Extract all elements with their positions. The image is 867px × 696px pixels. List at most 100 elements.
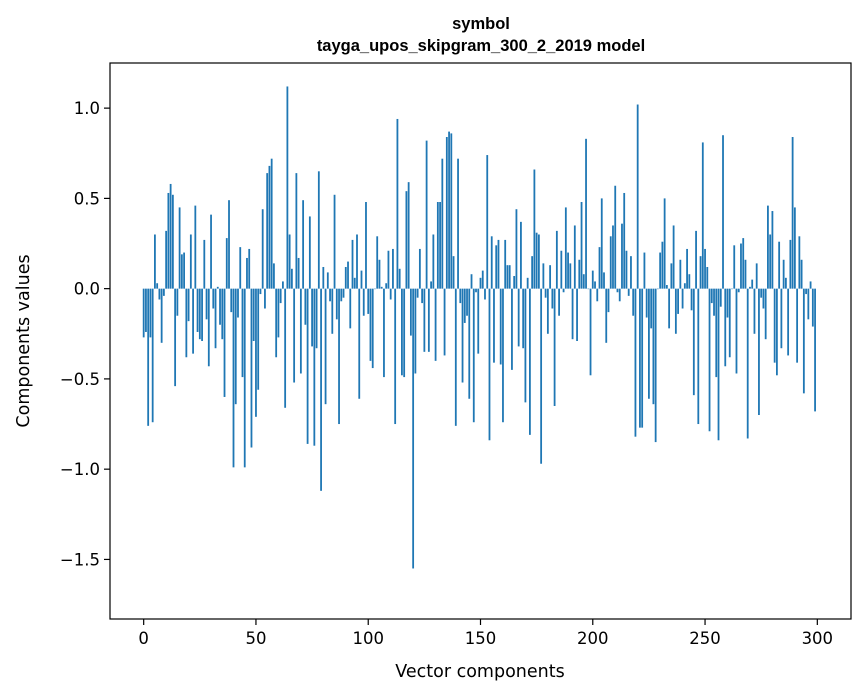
bar-236 (672, 225, 675, 289)
bar-4 (151, 288, 154, 423)
bar-74 (308, 216, 311, 289)
bar-71 (302, 200, 305, 289)
bar-186 (560, 250, 563, 289)
bar-169 (522, 288, 525, 349)
bar-44 (241, 288, 244, 378)
bar-19 (185, 288, 188, 358)
bar-235 (670, 263, 673, 289)
bar-127 (427, 288, 430, 352)
bar-137 (450, 133, 453, 289)
bar-232 (663, 198, 666, 289)
bar-106 (380, 286, 383, 289)
bar-134 (443, 288, 446, 356)
bar-73 (306, 288, 309, 444)
bar-191 (571, 288, 574, 340)
bar-252 (708, 288, 711, 432)
bar-58 (273, 263, 275, 289)
bar-83 (329, 288, 331, 302)
bar-196 (582, 274, 585, 289)
bar-239 (679, 259, 682, 289)
bar-10 (165, 230, 168, 289)
bar-226 (650, 288, 653, 329)
bar-228 (654, 288, 657, 443)
y-tick-label: 0.5 (74, 189, 100, 208)
bar-61 (279, 288, 282, 304)
bar-152 (484, 288, 486, 300)
bar-32 (214, 288, 217, 349)
bar-148 (475, 288, 477, 293)
bar-113 (396, 118, 399, 289)
bar-121 (414, 288, 417, 374)
x-tick-label: 300 (802, 629, 834, 648)
bar-93 (351, 239, 354, 289)
bar-206 (605, 288, 608, 343)
bar-117 (405, 191, 408, 289)
bar-67 (293, 288, 296, 383)
bar-251 (706, 266, 709, 289)
bar-286 (784, 277, 787, 289)
bar-294 (802, 288, 805, 394)
bar-258 (722, 135, 724, 289)
bar-18 (183, 252, 185, 289)
bar-164 (511, 288, 513, 370)
bar-46 (246, 257, 248, 289)
bar-221 (639, 288, 641, 428)
bar-280 (771, 211, 774, 289)
bar-86 (335, 288, 338, 320)
bar-259 (724, 288, 727, 367)
x-tick-label: 50 (245, 629, 266, 648)
bar-165 (513, 276, 516, 289)
bar-65 (288, 234, 291, 289)
bar-249 (701, 142, 704, 289)
bar-229 (656, 288, 659, 290)
bar-142 (461, 288, 464, 383)
bar-194 (578, 259, 581, 289)
bar-78 (317, 171, 320, 289)
bar-143 (463, 288, 466, 323)
bar-9 (162, 288, 165, 296)
bar-159 (499, 288, 502, 365)
bar-291 (796, 288, 799, 363)
bar-182 (551, 288, 554, 309)
bar-297 (809, 281, 812, 289)
bar-187 (562, 288, 565, 293)
bar-131 (436, 202, 439, 289)
bar-15 (176, 288, 179, 316)
bar-96 (358, 288, 361, 399)
bar-214 (623, 192, 626, 289)
bar-2 (147, 288, 150, 426)
bar-175 (535, 232, 538, 289)
chart-title-line1: symbol (452, 15, 510, 33)
x-tick-label: 0 (138, 629, 149, 648)
bar-157 (495, 245, 498, 289)
bar-240 (681, 288, 684, 309)
bar-265 (737, 288, 740, 293)
bar-98 (362, 288, 365, 316)
bar-25 (198, 288, 201, 340)
bar-149 (477, 288, 480, 354)
bar-293 (800, 259, 803, 289)
bar-153 (486, 155, 489, 289)
bar-223 (643, 252, 646, 289)
bar-275 (760, 288, 763, 298)
bar-115 (401, 288, 403, 376)
bar-26 (201, 288, 203, 341)
bar-163 (508, 265, 511, 289)
bar-91 (347, 261, 349, 289)
bar-129 (432, 234, 435, 289)
bar-290 (793, 207, 796, 289)
bar-167 (517, 288, 520, 347)
bar-1 (145, 288, 147, 332)
bar-27 (203, 239, 206, 289)
bar-270 (749, 286, 751, 289)
bar-119 (409, 288, 412, 336)
bar-40 (232, 288, 235, 468)
bar-188 (564, 207, 567, 289)
bar-172 (529, 288, 531, 435)
bar-238 (677, 288, 679, 314)
bar-216 (627, 288, 630, 296)
bar-45 (243, 288, 246, 468)
x-tick-label: 150 (465, 629, 497, 648)
bar-69 (297, 257, 300, 289)
bar-184 (555, 230, 558, 289)
